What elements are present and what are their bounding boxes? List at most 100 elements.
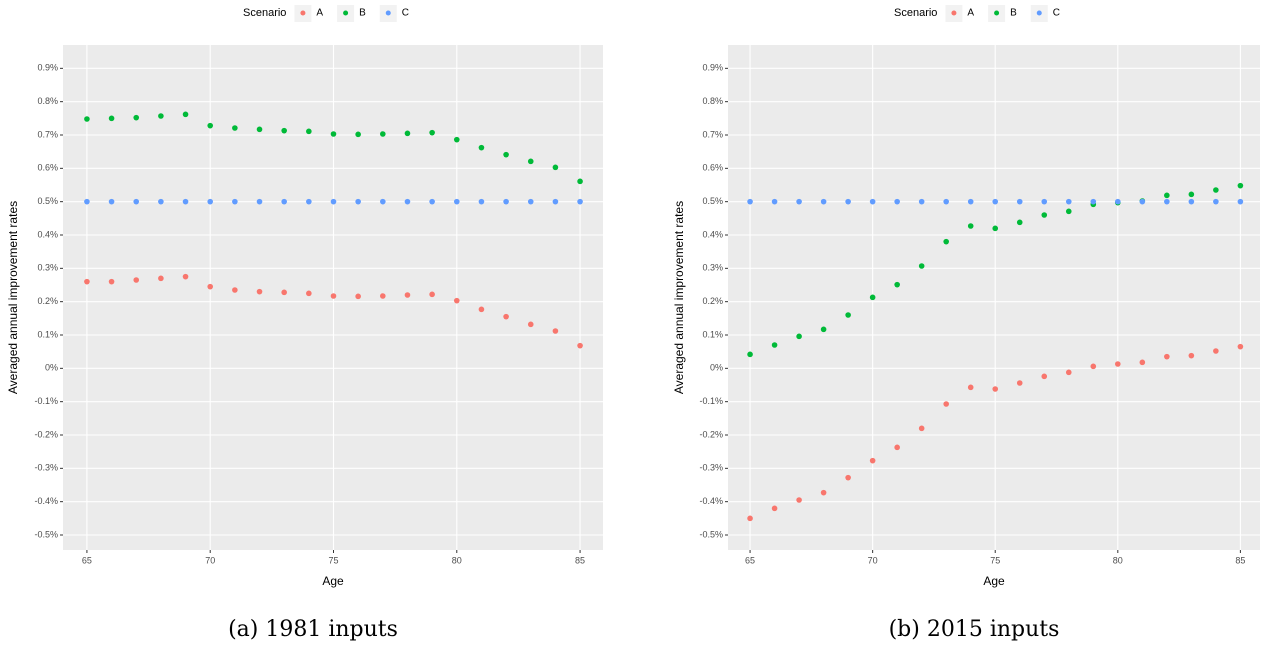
point <box>918 263 925 269</box>
point <box>1213 198 1219 205</box>
point <box>330 293 337 299</box>
point <box>1016 380 1023 386</box>
point <box>577 178 583 185</box>
point <box>894 198 900 205</box>
point <box>429 198 435 205</box>
point <box>503 198 509 205</box>
point <box>355 198 361 205</box>
point <box>380 293 386 299</box>
point <box>108 115 115 122</box>
legend-title: Scenario <box>894 7 937 19</box>
point <box>1139 198 1146 205</box>
point <box>894 444 900 451</box>
point <box>1188 352 1195 359</box>
point <box>1041 212 1048 218</box>
point <box>306 290 312 297</box>
legend-label: C <box>1053 8 1060 19</box>
point <box>1213 187 1219 193</box>
panel: -0.5% -0.4% -0.3% -0.2% -0.1% 0% 0.1% 0.2% 0.3% 0… <box>6 5 603 642</box>
y-axis-label: Averaged annual improvement rates <box>672 201 686 394</box>
point <box>503 151 509 158</box>
caption: (a) 1981 inputs <box>228 617 398 642</box>
point <box>1188 191 1195 198</box>
point <box>453 136 460 143</box>
point <box>478 198 485 205</box>
y-tick-label: 0.1% <box>37 329 58 339</box>
plot-background <box>728 45 1260 550</box>
point <box>869 198 876 205</box>
x-tick-label: 70 <box>205 555 215 565</box>
y-axis-label: Averaged annual improvement rates <box>6 201 20 394</box>
point <box>256 126 263 133</box>
y-tick-label: 0.2% <box>702 296 723 306</box>
y-tick-label: 0.8% <box>702 96 723 106</box>
point <box>894 281 900 288</box>
point <box>552 164 559 171</box>
y-tick-label: -0.1% <box>699 396 723 406</box>
point <box>967 223 974 229</box>
point <box>133 114 140 121</box>
x-tick-label: 65 <box>745 555 755 565</box>
point <box>869 294 876 301</box>
point <box>527 158 534 165</box>
y-tick-label: 0.5% <box>702 196 723 206</box>
x-axis-label: Age <box>322 574 344 588</box>
point <box>1237 343 1244 350</box>
point <box>158 198 164 205</box>
y-tick-label: 0% <box>710 363 723 373</box>
point <box>1237 182 1244 189</box>
y-tick-label: 0.6% <box>702 163 723 173</box>
point <box>1188 198 1195 205</box>
point <box>453 198 460 205</box>
y-tick-label: 0.7% <box>37 129 58 139</box>
point <box>281 127 287 134</box>
point <box>158 113 164 119</box>
point <box>527 321 534 328</box>
point <box>182 111 189 118</box>
point <box>108 198 115 205</box>
point <box>967 198 974 205</box>
point <box>404 198 411 205</box>
point <box>478 306 485 313</box>
point <box>747 198 753 205</box>
point <box>747 515 753 522</box>
legend: Scenario A B C <box>894 5 1060 22</box>
point <box>1065 369 1072 376</box>
point <box>552 198 559 205</box>
point <box>771 198 778 205</box>
point <box>918 198 925 205</box>
point <box>380 131 386 137</box>
point <box>771 342 778 348</box>
point <box>330 198 337 205</box>
legend-label: B <box>359 8 366 19</box>
y-tick-label: -0.4% <box>699 496 723 506</box>
point <box>84 116 90 122</box>
y-tick-label: -0.5% <box>34 529 58 539</box>
point <box>1041 373 1048 380</box>
point <box>84 198 90 205</box>
point <box>943 198 949 205</box>
point <box>845 198 851 205</box>
x-tick-label: 80 <box>452 555 462 565</box>
point <box>207 198 214 205</box>
point <box>552 328 559 334</box>
point <box>992 198 999 205</box>
caption: (b) 2015 inputs <box>889 617 1060 642</box>
legend-label: A <box>316 8 323 19</box>
y-tick-label: 0% <box>45 363 58 373</box>
point <box>1065 198 1072 205</box>
point <box>478 144 485 151</box>
legend-swatch <box>1036 10 1042 16</box>
point <box>306 198 312 205</box>
point <box>943 238 949 245</box>
x-tick-label: 75 <box>990 555 1000 565</box>
legend-swatch <box>343 10 349 16</box>
y-tick-label: 0.9% <box>37 63 58 73</box>
x-tick-label: 80 <box>1113 555 1123 565</box>
y-tick-label: 0.8% <box>37 96 58 106</box>
point <box>133 277 140 283</box>
point <box>429 291 435 298</box>
point <box>771 505 778 512</box>
point <box>992 225 999 232</box>
